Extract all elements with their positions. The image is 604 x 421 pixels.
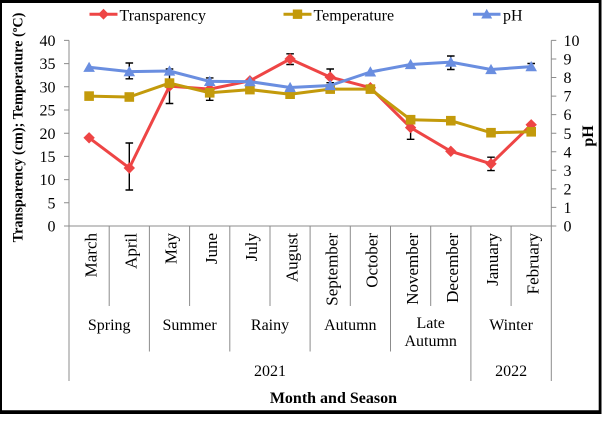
svg-text:3: 3 — [564, 163, 572, 180]
svg-text:40: 40 — [40, 33, 56, 50]
svg-text:8: 8 — [564, 70, 572, 87]
svg-text:June: June — [202, 233, 221, 264]
svg-text:pH: pH — [580, 125, 597, 147]
svg-text:April: April — [122, 233, 141, 269]
svg-text:15: 15 — [40, 149, 56, 166]
svg-text:30: 30 — [40, 79, 56, 96]
svg-text:July: July — [242, 233, 261, 262]
svg-text:4: 4 — [564, 144, 572, 161]
svg-text:5: 5 — [48, 195, 56, 212]
svg-text:5: 5 — [564, 126, 572, 143]
svg-text:October: October — [363, 233, 382, 288]
svg-text:pH: pH — [503, 7, 523, 24]
svg-text:Month and Season: Month and Season — [270, 390, 397, 407]
svg-text:9: 9 — [564, 52, 572, 69]
svg-text:0: 0 — [564, 219, 572, 236]
svg-text:10: 10 — [564, 33, 580, 50]
svg-text:Autumn: Autumn — [404, 333, 456, 350]
svg-text:7: 7 — [564, 89, 572, 106]
svg-text:25: 25 — [40, 103, 56, 120]
svg-text:20: 20 — [40, 126, 56, 143]
svg-text:May: May — [162, 233, 181, 265]
svg-text:Summer: Summer — [162, 317, 217, 334]
svg-text:Autumn: Autumn — [324, 317, 376, 334]
svg-text:Transparency (cm); Temperature: Transparency (cm); Temperature (ºC) — [11, 12, 27, 242]
svg-text:November: November — [403, 233, 422, 305]
svg-text:Temperature: Temperature — [314, 7, 395, 24]
svg-text:0: 0 — [48, 219, 56, 236]
svg-text:2021: 2021 — [254, 363, 286, 380]
svg-text:Late: Late — [416, 315, 444, 332]
svg-text:1: 1 — [564, 200, 572, 217]
svg-text:35: 35 — [40, 56, 56, 73]
svg-text:2022: 2022 — [495, 363, 527, 380]
svg-text:February: February — [523, 233, 542, 295]
svg-text:January: January — [483, 233, 502, 286]
svg-text:10: 10 — [40, 172, 56, 189]
svg-text:September: September — [322, 233, 341, 306]
svg-text:December: December — [443, 233, 462, 303]
svg-text:March: March — [81, 233, 100, 278]
svg-text:6: 6 — [564, 107, 572, 124]
svg-text:Rainy: Rainy — [251, 317, 289, 334]
svg-text:Spring: Spring — [88, 317, 131, 334]
svg-text:2: 2 — [564, 182, 572, 199]
svg-text:Winter: Winter — [489, 317, 533, 334]
svg-text:August: August — [282, 233, 301, 282]
svg-text:Transparency: Transparency — [120, 7, 207, 24]
